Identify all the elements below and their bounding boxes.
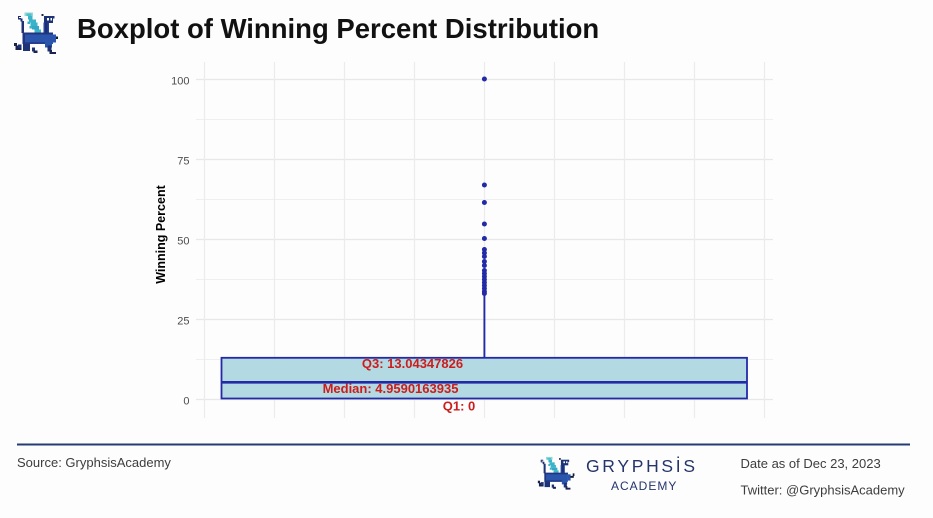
svg-text:Median: 4.9590163935: Median: 4.9590163935 — [323, 381, 459, 396]
svg-text:50: 50 — [177, 236, 189, 248]
svg-text:Date as of Dec 23, 2023: Date as of Dec 23, 2023 — [741, 456, 881, 471]
svg-text:Q3: 13.04347826: Q3: 13.04347826 — [362, 356, 463, 371]
svg-text:ACADEMY: ACADEMY — [611, 479, 677, 493]
svg-text:75: 75 — [177, 156, 189, 168]
svg-text:Q1: 0: Q1: 0 — [443, 399, 476, 414]
svg-text:Winning Percent: Winning Percent — [154, 184, 168, 283]
svg-text:Source: GryphsisAcademy: Source: GryphsisAcademy — [17, 455, 171, 470]
svg-text:Twitter: @GryphsisAcademy: Twitter: @GryphsisAcademy — [741, 483, 906, 498]
svg-text:25: 25 — [177, 316, 189, 328]
svg-text:GRYPHSİS: GRYPHSİS — [586, 456, 698, 476]
svg-text:0: 0 — [183, 396, 189, 408]
svg-text:100: 100 — [171, 76, 189, 88]
